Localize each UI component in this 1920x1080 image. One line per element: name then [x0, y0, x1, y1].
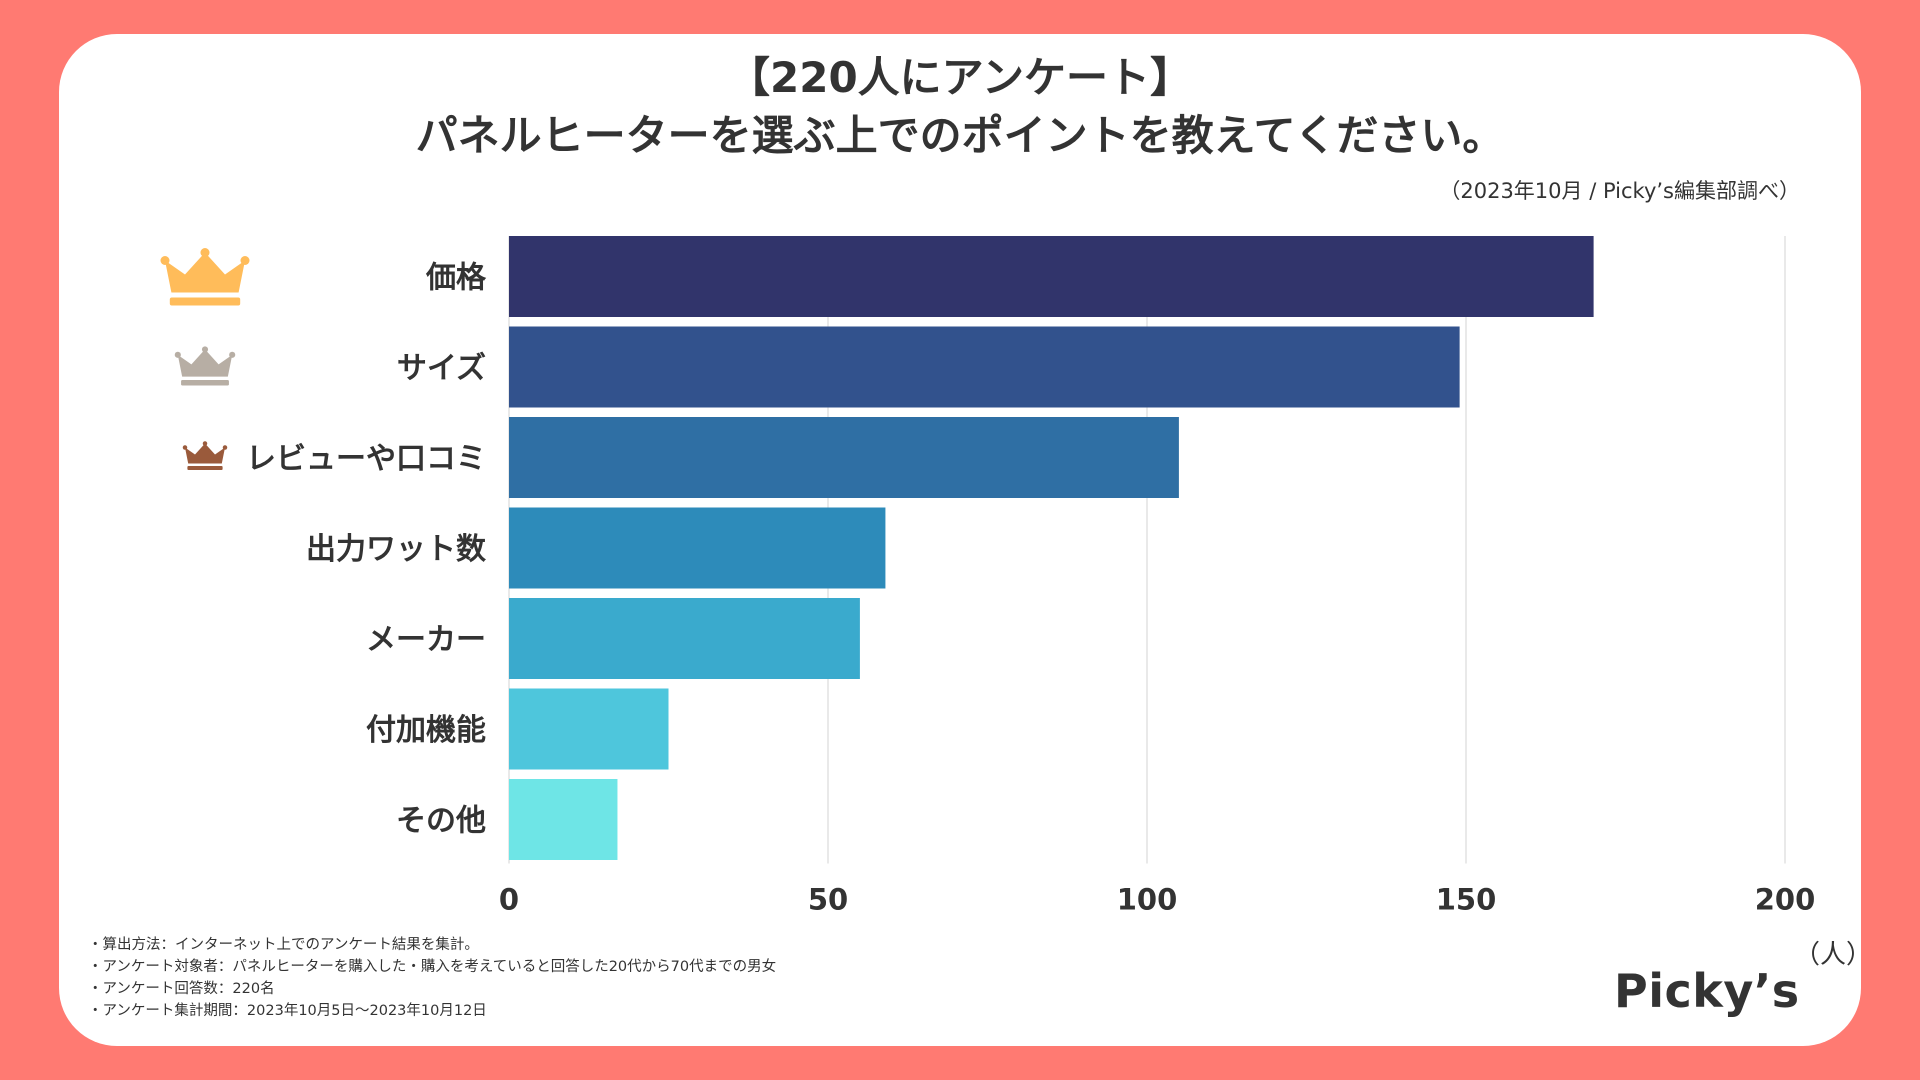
- x-tick-label: 200: [1755, 883, 1816, 917]
- bar: [509, 326, 1460, 408]
- bar: [509, 779, 618, 860]
- bars: [509, 236, 1594, 860]
- silver-crown-icon: [174, 346, 236, 386]
- x-axis-ticks: 0 50 100 150 200: [499, 883, 1815, 917]
- chart-title-line2: パネルヒーターを選ぶ上でのポイントを教えてください。: [415, 111, 1505, 160]
- category-label: 付加機能: [366, 713, 486, 748]
- x-tick-label: 150: [1436, 883, 1497, 917]
- category-label: メーカー: [366, 623, 486, 658]
- category-label: 価格: [425, 261, 487, 296]
- note-count: ・アンケート回答数：220名: [88, 981, 275, 997]
- x-tick-label: 100: [1117, 883, 1178, 917]
- bar: [509, 236, 1594, 317]
- bar: [509, 598, 860, 679]
- category-label: 出力ワット数: [306, 532, 487, 567]
- survey-notes: ・算出方法：インターネット上でのアンケート結果を集計。 ・アンケート対象者：パネ…: [88, 934, 776, 1022]
- rank-icons: [160, 248, 250, 470]
- category-label: サイズ: [397, 351, 486, 386]
- chart-card: [59, 34, 1861, 1046]
- note-method: ・算出方法：インターネット上でのアンケート結果を集計。: [88, 937, 479, 953]
- note-period: ・アンケート集計期間：2023年10月5日〜2023年10月12日: [88, 1003, 487, 1019]
- x-tick-label: 50: [808, 883, 848, 917]
- x-axis-unit: （人）: [1794, 940, 1873, 970]
- note-target: ・アンケート対象者：パネルヒーターを購入した・購入を考えていると回答した20代か…: [88, 959, 777, 975]
- category-label: その他: [396, 804, 486, 839]
- bronze-crown-icon: [182, 441, 228, 470]
- category-label: レビューや口コミ: [246, 442, 486, 477]
- chart-title-line1: 【220人にアンケート】: [728, 53, 1192, 102]
- bar: [509, 688, 669, 770]
- bar: [509, 417, 1179, 498]
- source-note: （2023年10月 / Picky’s編集部調べ）: [1439, 179, 1800, 203]
- pickys-logo: Picky’s: [1614, 964, 1800, 1018]
- gold-crown-icon: [160, 248, 250, 306]
- x-tick-label: 0: [499, 883, 519, 917]
- bar: [509, 507, 886, 589]
